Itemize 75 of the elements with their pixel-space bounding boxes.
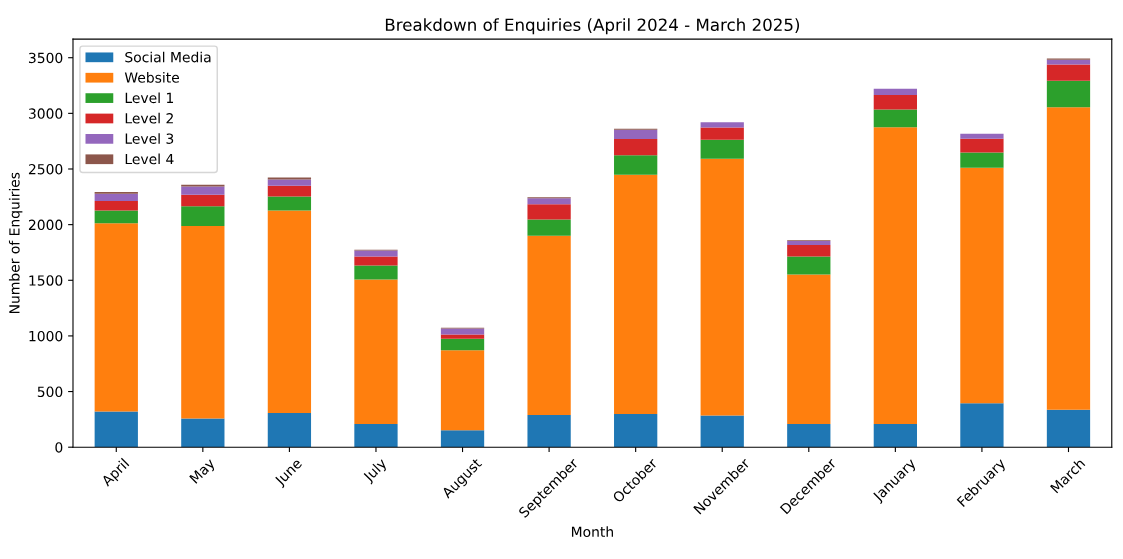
bar — [700, 139, 744, 159]
x-axis-title: Month — [571, 526, 613, 538]
bar — [527, 198, 571, 205]
legend-label: Level 2 — [125, 112, 173, 124]
bar — [873, 94, 917, 110]
y-tick-label: 3500 — [28, 52, 63, 64]
bar — [700, 122, 744, 128]
bar — [94, 223, 138, 412]
bar — [1046, 409, 1091, 448]
bar — [1046, 64, 1091, 81]
bar — [787, 245, 831, 257]
bar — [181, 194, 225, 207]
bar — [527, 414, 571, 448]
bar — [527, 219, 571, 236]
bar — [787, 423, 831, 448]
bar — [94, 210, 138, 224]
chart-title: Breakdown of Enquiries (April 2024 - March 2025) — [385, 18, 800, 35]
bar — [873, 109, 917, 128]
y-tick-label: 3000 — [28, 108, 63, 119]
bar — [960, 152, 1004, 168]
bar — [873, 423, 917, 448]
y-tick-label: 2500 — [28, 163, 63, 175]
bar — [267, 185, 312, 197]
bar — [614, 413, 658, 448]
legend-label: Level 1 — [125, 92, 174, 104]
bar — [440, 338, 485, 351]
y-tick-label: 2000 — [28, 219, 63, 231]
bar — [1046, 59, 1091, 65]
bar — [267, 196, 312, 211]
y-axis-title: Number of Enquiries — [8, 172, 23, 314]
bar — [873, 127, 917, 424]
bar — [960, 138, 1004, 153]
legend-label: Social Media — [125, 51, 211, 63]
bar — [787, 241, 831, 245]
bar — [527, 235, 571, 415]
bar — [614, 129, 658, 140]
bar — [873, 88, 917, 95]
legend-label: Level 3 — [125, 133, 174, 144]
bar — [181, 418, 225, 448]
bar — [354, 256, 398, 266]
bar — [94, 193, 138, 201]
bar — [527, 204, 571, 220]
bar — [960, 133, 1004, 139]
bar — [700, 415, 744, 448]
bar — [354, 265, 398, 280]
bar — [700, 127, 744, 140]
bar — [267, 413, 312, 448]
bar — [354, 279, 398, 424]
bar — [614, 174, 658, 414]
bar — [181, 206, 225, 227]
bar — [94, 411, 138, 448]
bar — [94, 200, 138, 211]
bar — [787, 274, 831, 424]
bar — [267, 179, 312, 186]
bar — [787, 256, 831, 275]
bar — [960, 403, 1004, 448]
bar — [440, 430, 485, 448]
y-tick-label: 0 — [55, 442, 63, 453]
bar — [614, 155, 658, 175]
legend-label: Level 4 — [125, 153, 174, 165]
y-tick-label: 500 — [37, 386, 63, 398]
y-tick-label: 1500 — [29, 275, 63, 286]
bar — [614, 139, 658, 156]
bar — [440, 350, 485, 431]
bar — [354, 423, 398, 448]
bar — [1046, 107, 1091, 410]
bar — [960, 167, 1004, 404]
bar — [440, 334, 485, 339]
legend-label: Website — [124, 72, 180, 83]
bar — [700, 158, 744, 416]
bar — [1046, 80, 1091, 108]
y-tick-label: 1000 — [29, 330, 63, 342]
bar — [181, 186, 225, 195]
bar — [181, 226, 225, 419]
bar — [267, 210, 312, 414]
